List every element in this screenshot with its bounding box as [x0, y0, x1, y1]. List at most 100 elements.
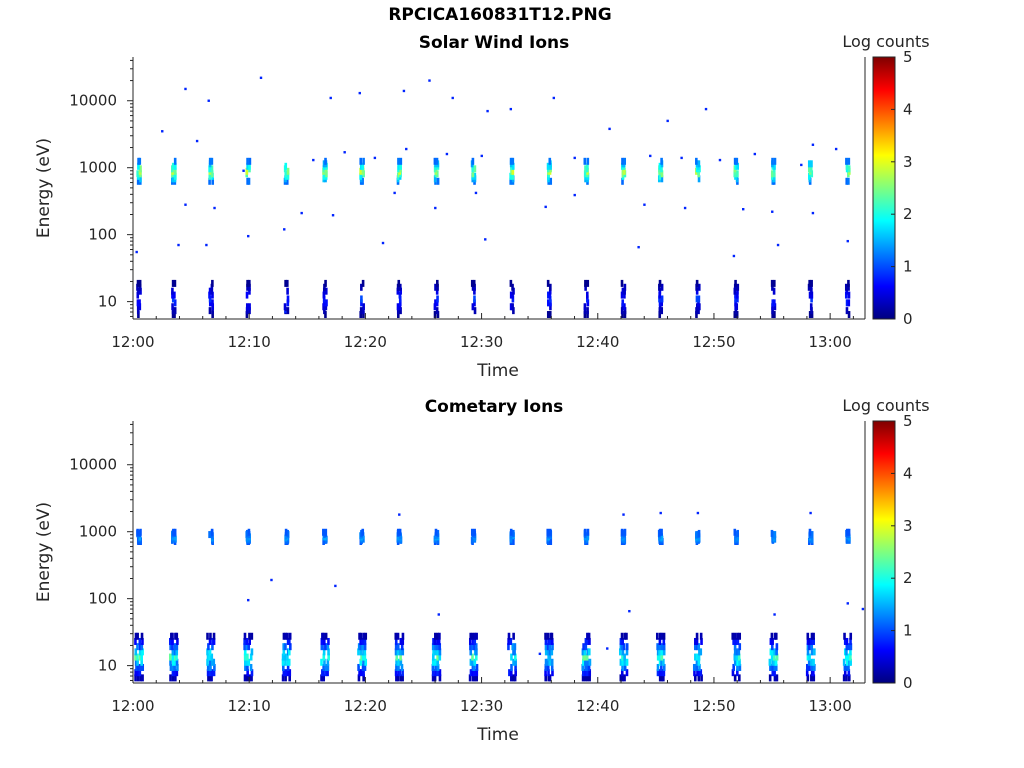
heatmap-cell	[322, 663, 325, 671]
heatmap-cell	[206, 648, 209, 656]
heatmap-cell	[286, 167, 290, 175]
heatmap-cell	[544, 669, 547, 677]
panel-title: Solar Wind Ions	[419, 33, 570, 53]
heatmap-cell	[431, 643, 435, 651]
heatmap-cell	[209, 663, 212, 671]
data-point	[247, 598, 250, 602]
heatmap-cell	[625, 669, 629, 677]
colorbar-label: Log counts	[842, 396, 929, 415]
colorbar-tick-label: 1	[903, 622, 913, 640]
heatmap-cell	[399, 674, 403, 682]
heatmap-cell	[586, 637, 589, 645]
heatmap-cell	[473, 643, 476, 651]
heatmap-cell	[807, 643, 811, 651]
colorbar-tick-label: 0	[903, 310, 913, 328]
heatmap-cell	[173, 157, 177, 165]
heatmap-cell	[660, 658, 663, 666]
heatmap-cell	[473, 658, 477, 666]
heatmap-cell	[623, 287, 626, 295]
heatmap-cell	[433, 674, 437, 682]
heatmap-cell	[397, 658, 400, 666]
heatmap-cell	[586, 632, 589, 640]
heatmap-cell	[399, 658, 403, 666]
heatmap-cell	[736, 663, 739, 671]
heatmap-cell	[394, 632, 398, 640]
heatmap-cell	[625, 648, 629, 656]
heatmap-cell	[169, 658, 172, 666]
heatmap-cell	[621, 648, 625, 656]
heatmap-cell	[847, 177, 850, 185]
heatmap-cell	[399, 162, 402, 170]
heatmap-cell	[548, 291, 552, 299]
heatmap-cell	[395, 653, 399, 661]
heatmap-cell	[434, 528, 438, 536]
heatmap-cell	[168, 637, 172, 645]
heatmap-cell	[136, 528, 139, 536]
heatmap-cell	[547, 669, 550, 677]
heatmap-cell	[547, 291, 550, 299]
x-tick-label: 12:30	[460, 697, 503, 715]
heatmap-cell	[322, 674, 326, 682]
heatmap-cell	[359, 648, 363, 656]
heatmap-cell	[437, 637, 441, 645]
data-point	[437, 613, 440, 616]
heatmap-cell	[845, 162, 849, 170]
heatmap-cell	[281, 663, 285, 671]
heatmap-cell	[140, 658, 143, 666]
heatmap-cell	[208, 299, 212, 307]
heatmap-cell	[511, 295, 515, 303]
heatmap-cell	[471, 674, 475, 682]
heatmap-cell	[135, 663, 138, 671]
heatmap-cell	[138, 669, 142, 677]
heatmap-cell	[246, 177, 249, 185]
heatmap-cell	[544, 663, 548, 671]
heatmap-cell	[175, 648, 179, 656]
heatmap-cell	[323, 643, 326, 651]
heatmap-cell	[398, 303, 402, 311]
heatmap-cell	[514, 658, 517, 666]
heatmap-cell	[507, 637, 510, 645]
heatmap-cell	[210, 674, 213, 682]
heatmap-cell	[772, 170, 776, 178]
heatmap-cell	[584, 658, 587, 666]
heatmap-cell	[206, 632, 209, 640]
heatmap-cell	[658, 283, 661, 291]
heatmap-cell	[771, 648, 774, 656]
heatmap-cell	[322, 637, 326, 645]
heatmap-cell	[509, 177, 513, 185]
heatmap-cell	[136, 283, 139, 291]
data-point	[544, 205, 547, 209]
heatmap-cell	[847, 279, 850, 287]
heatmap-cell	[583, 674, 587, 682]
heatmap-cell	[249, 653, 253, 661]
heatmap-cell	[174, 162, 177, 170]
data-point	[393, 191, 396, 195]
heatmap-cell	[583, 311, 587, 319]
heatmap-cell	[362, 658, 365, 666]
heatmap-cell	[810, 160, 813, 168]
heatmap-cell	[550, 648, 554, 656]
data-point	[259, 76, 263, 80]
heatmap-cell	[588, 637, 591, 645]
colorbar-tick-label: 1	[903, 258, 913, 276]
heatmap-cell	[136, 303, 140, 311]
heatmap-cell	[660, 307, 664, 315]
heatmap-cell	[514, 669, 517, 677]
heatmap-cell	[433, 637, 437, 645]
heatmap-cell	[736, 170, 739, 178]
data-point	[771, 210, 774, 213]
heatmap-cell	[245, 303, 249, 311]
data-point	[428, 79, 431, 82]
x-axis-label: Time	[476, 725, 519, 745]
data-point	[637, 245, 640, 249]
heatmap-cell	[509, 172, 512, 180]
heatmap-cell	[206, 653, 210, 661]
heatmap-cell	[768, 658, 772, 666]
heatmap-cell	[398, 528, 402, 536]
heatmap-cell	[210, 170, 214, 178]
heatmap-cell	[509, 669, 513, 677]
heatmap-cell	[771, 303, 774, 311]
heatmap-cell	[849, 632, 853, 640]
heatmap-cell	[396, 283, 400, 291]
heatmap-cell	[771, 299, 775, 307]
